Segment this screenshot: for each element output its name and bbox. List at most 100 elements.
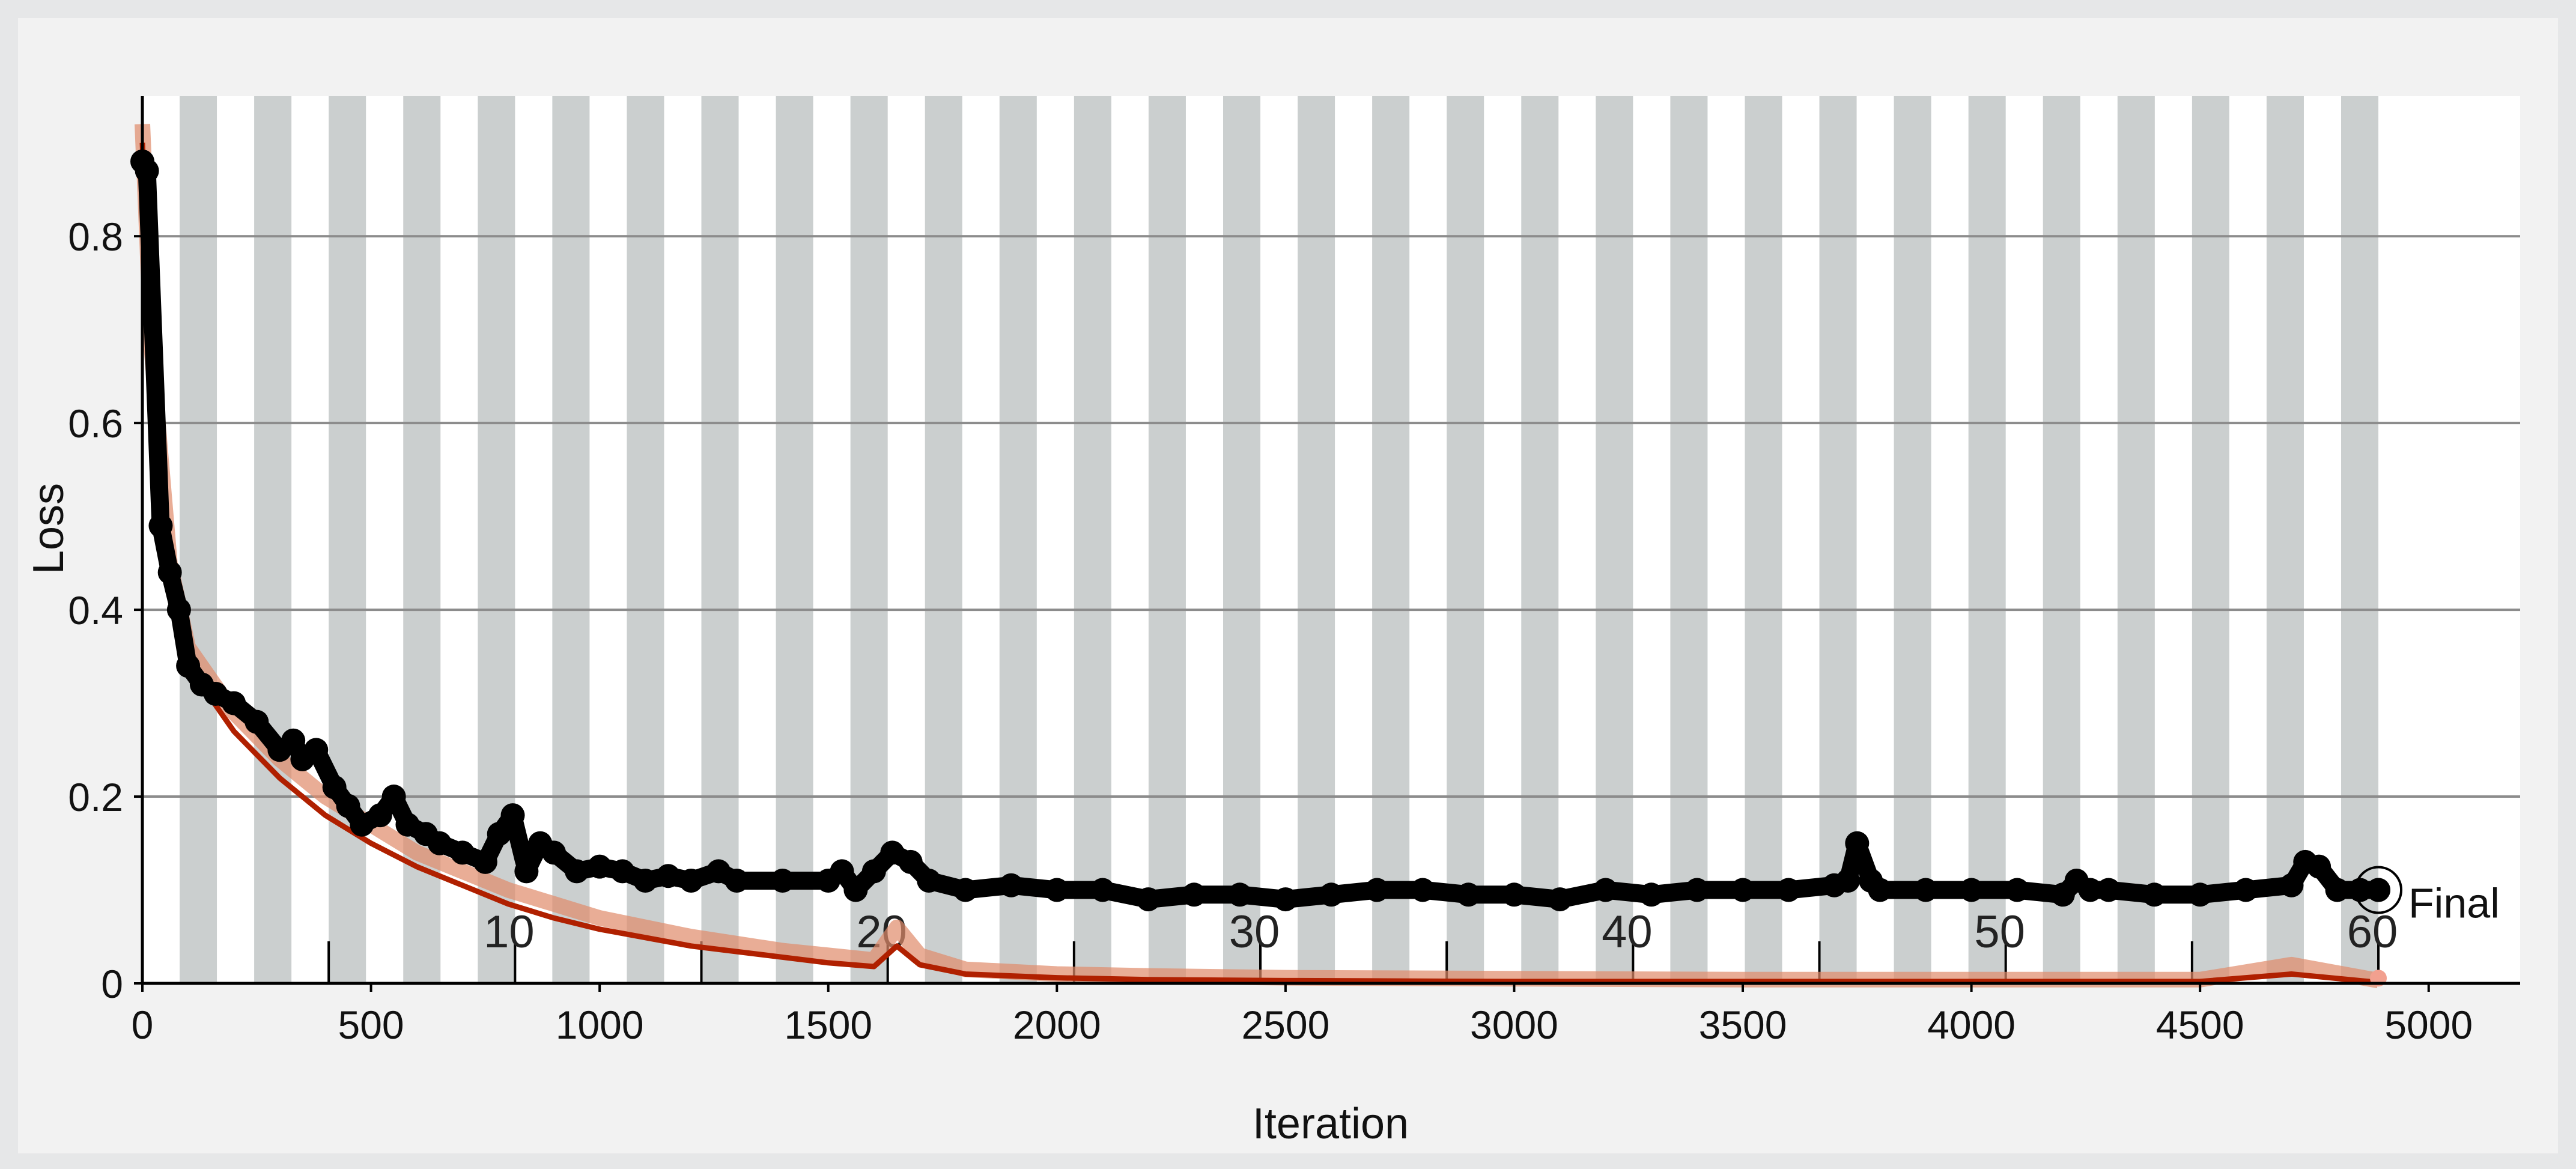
final-validation-marker	[2354, 866, 2403, 914]
validation-point	[770, 868, 795, 893]
epoch-band	[2266, 96, 2304, 983]
validation-point	[2188, 882, 2213, 907]
validation-point	[880, 840, 905, 865]
validation-point	[281, 728, 306, 753]
validation-point	[1548, 887, 1572, 912]
validation-point	[2078, 878, 2103, 902]
epoch-band	[2043, 96, 2080, 983]
validation-point	[633, 868, 658, 893]
validation-point	[542, 840, 567, 865]
epoch-band	[1372, 96, 1410, 983]
y-gridlines	[142, 235, 2520, 798]
validation-point	[157, 560, 182, 584]
x-tick-label: 500	[338, 1003, 404, 1047]
x-tick-label: 2500	[1241, 1003, 1329, 1047]
x-tick-label: 4000	[1927, 1003, 2016, 1047]
x-axis-label: Iteration	[1253, 1100, 1409, 1148]
validation-point	[656, 864, 681, 888]
y-tick-label: 0.2	[68, 775, 123, 819]
epoch-label: 30	[1229, 906, 1280, 958]
epoch-band	[925, 96, 962, 983]
validation-point	[304, 738, 329, 762]
validation-point	[2005, 878, 2029, 902]
validation-point	[706, 859, 731, 884]
validation-point	[135, 159, 159, 183]
validation-point	[245, 709, 269, 734]
validation-point	[500, 803, 525, 828]
validation-point	[1868, 878, 1892, 902]
validation-point	[514, 859, 539, 884]
validation-point	[917, 868, 941, 893]
y-tick-label: 0.6	[68, 401, 123, 446]
epoch-label: 50	[1974, 906, 2025, 958]
validation-point	[1456, 882, 1481, 907]
validation-point	[381, 785, 406, 809]
validation-point	[1502, 882, 1526, 907]
validation-point	[2307, 854, 2331, 879]
validation-point	[450, 840, 475, 865]
validation-point	[2142, 882, 2167, 907]
epoch-band	[1074, 96, 1111, 983]
validation-point	[1684, 878, 1709, 902]
validation-point	[148, 514, 173, 538]
x-tick-label: 5000	[2384, 1003, 2473, 1047]
validation-point	[2096, 878, 2121, 902]
final-label: Final	[2408, 880, 2500, 927]
validation-point	[166, 598, 191, 622]
validation-point	[898, 849, 923, 874]
x-tick-label: 3000	[1470, 1003, 1558, 1047]
validation-point	[1776, 878, 1801, 902]
validation-point	[1273, 887, 1298, 912]
validation-point	[1959, 878, 1984, 902]
epoch-band	[2192, 96, 2229, 983]
epoch-band	[2117, 96, 2155, 983]
epoch-band	[1968, 96, 2006, 983]
epoch-band	[627, 96, 664, 983]
series-layer: Final	[130, 124, 2500, 989]
epoch-band	[1670, 96, 1708, 983]
tick-labels: 0 500 1000 1500 2000 2500 3000 3500 4000 4500 5000…	[68, 214, 2473, 1047]
y-axis-label: Loss	[25, 483, 73, 574]
epoch-label: 10	[484, 906, 535, 958]
epoch-band	[180, 96, 217, 983]
validation-point	[1136, 887, 1161, 912]
validation-point	[336, 794, 360, 818]
validation-point	[1411, 878, 1435, 902]
validation-point	[1182, 882, 1206, 907]
epoch-label: 60	[2347, 906, 2398, 958]
epoch-band	[552, 96, 590, 983]
validation-point	[953, 878, 978, 902]
validation-point	[2234, 878, 2258, 902]
validation-point	[724, 868, 749, 893]
y-tick-label: 0	[101, 962, 123, 1006]
validation-point	[565, 859, 589, 884]
validation-point	[843, 878, 868, 902]
validation-point	[176, 654, 201, 678]
validation-point	[427, 831, 452, 855]
validation-point	[322, 775, 347, 800]
validation-point	[999, 873, 1024, 897]
validation-point	[395, 812, 420, 837]
validation-point	[1845, 831, 1870, 855]
validation-point	[1227, 882, 1252, 907]
validation-point	[350, 812, 374, 837]
validation-point	[588, 854, 612, 879]
epoch-band	[776, 96, 813, 983]
validation-point	[1731, 878, 1755, 902]
epoch-band	[1298, 96, 1335, 983]
epoch-band	[1894, 96, 1931, 983]
validation-point	[368, 803, 392, 828]
epoch-band	[329, 96, 366, 983]
validation-point	[2348, 878, 2372, 902]
x-tick-label: 4500	[2156, 1003, 2244, 1047]
epoch-band	[1223, 96, 1261, 983]
epoch-band	[1447, 96, 1484, 983]
y-tick-label: 0.4	[68, 588, 123, 633]
validation-point	[1090, 878, 1115, 902]
epoch-band	[701, 96, 739, 983]
validation-point	[473, 849, 497, 874]
x-tick-label: 0	[132, 1003, 154, 1047]
validation-point	[203, 682, 228, 706]
validation-point	[2279, 873, 2304, 897]
